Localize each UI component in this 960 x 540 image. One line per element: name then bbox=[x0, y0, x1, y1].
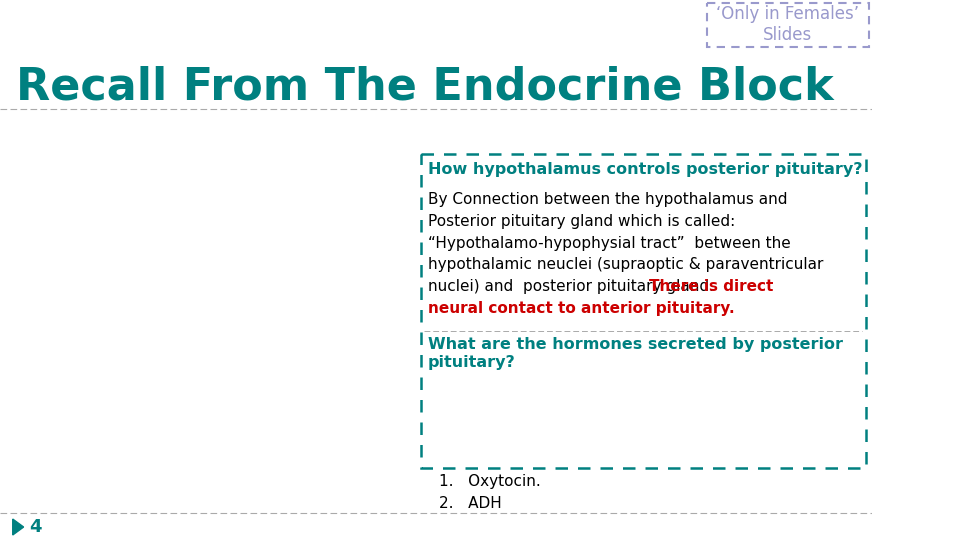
Polygon shape bbox=[12, 519, 24, 535]
FancyBboxPatch shape bbox=[707, 3, 869, 47]
Text: Recall From The Endocrine Block: Recall From The Endocrine Block bbox=[16, 66, 834, 109]
FancyBboxPatch shape bbox=[420, 154, 866, 468]
Text: How hypothalamus controls posterior pituitary?: How hypothalamus controls posterior pitu… bbox=[428, 161, 862, 177]
Text: ‘Only in Females’
Slides: ‘Only in Females’ Slides bbox=[716, 5, 859, 44]
Text: There is direct: There is direct bbox=[649, 279, 774, 294]
Text: 1.   Oxytocin.: 1. Oxytocin. bbox=[439, 474, 540, 489]
Text: By Connection between the hypothalamus and: By Connection between the hypothalamus a… bbox=[428, 192, 787, 207]
Text: What are the hormones secreted by posterior
pituitary?: What are the hormones secreted by poster… bbox=[428, 338, 843, 370]
Text: 4: 4 bbox=[29, 518, 41, 536]
Text: nuclei) and  posterior pituitary gland.: nuclei) and posterior pituitary gland. bbox=[428, 279, 719, 294]
Text: “Hypothalamo-hypophysial tract”  between the: “Hypothalamo-hypophysial tract” between … bbox=[428, 235, 791, 251]
Text: 2.   ADH: 2. ADH bbox=[439, 496, 502, 511]
Text: neural contact to anterior pituitary.: neural contact to anterior pituitary. bbox=[428, 301, 734, 316]
Text: hypothalamic neuclei (supraoptic & paraventricular: hypothalamic neuclei (supraoptic & parav… bbox=[428, 258, 824, 273]
Text: Posterior pituitary gland which is called:: Posterior pituitary gland which is calle… bbox=[428, 213, 735, 228]
